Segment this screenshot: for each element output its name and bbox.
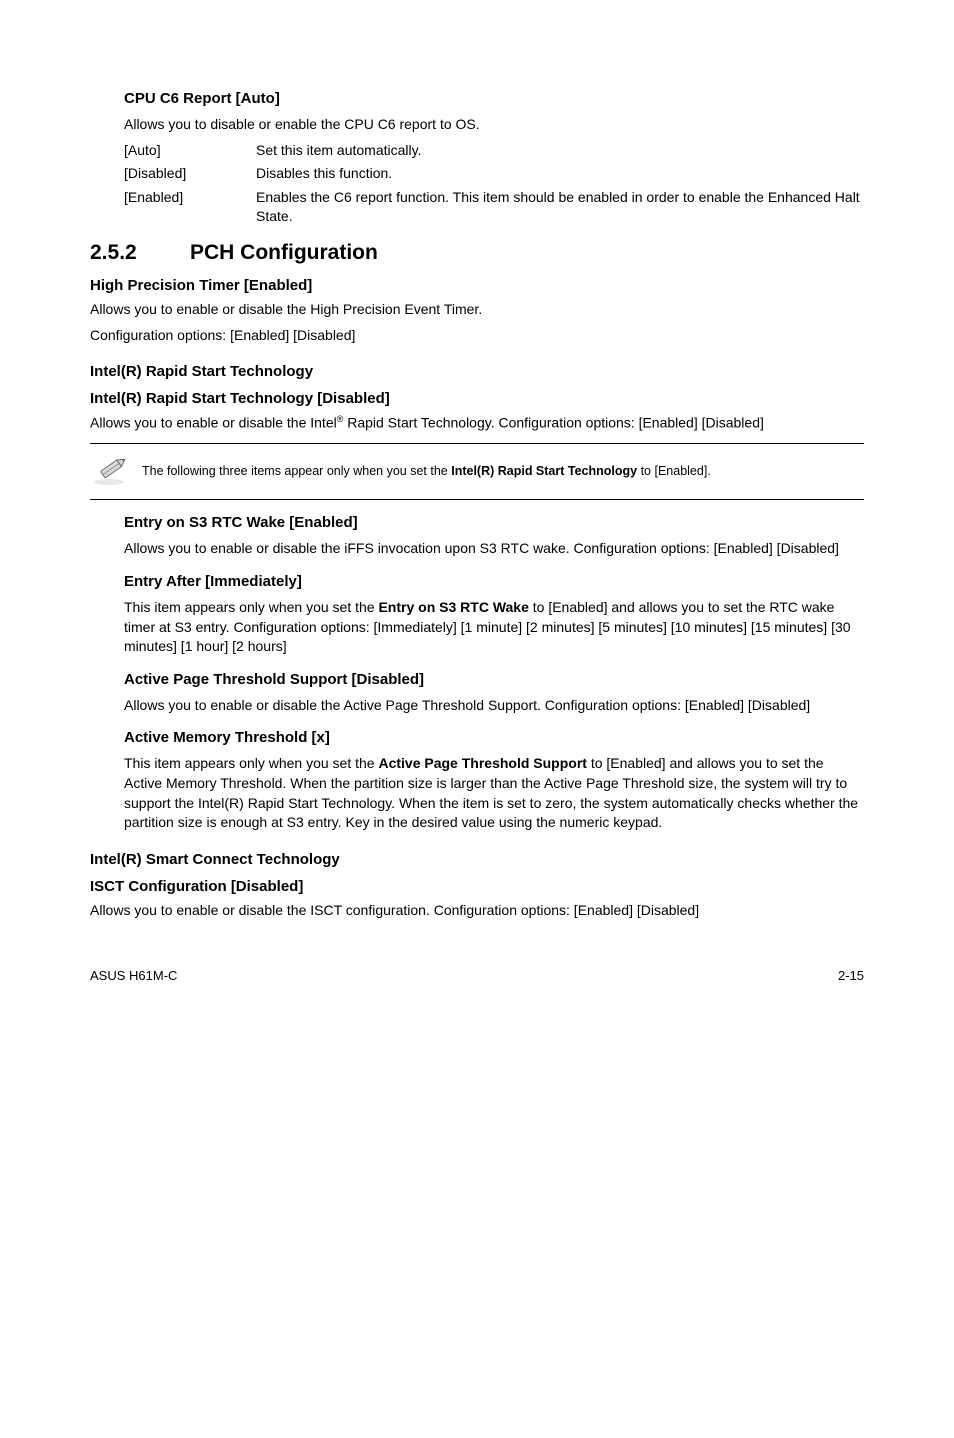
cpu-c6-heading: CPU C6 Report [Auto] <box>124 90 864 107</box>
hpt-heading: High Precision Timer [Enabled] <box>90 277 864 294</box>
amt-text: This item appears only when you set the … <box>124 754 864 832</box>
rst-text-a: Allows you to enable or disable the Inte… <box>90 415 337 431</box>
entry-after-bold: Entry on S3 RTC Wake <box>378 599 528 615</box>
note-post: to [Enabled]. <box>637 464 711 478</box>
entry-s3-heading: Entry on S3 RTC Wake [Enabled] <box>124 514 864 531</box>
pencil-icon <box>90 452 142 491</box>
rst-heading: Intel(R) Rapid Start Technology [Disable… <box>90 390 864 407</box>
entry-after-text: This item appears only when you set the … <box>124 598 864 657</box>
cpu-c6-row: [Auto] Set this item automatically. <box>124 141 864 161</box>
note-pre: The following three items appear only wh… <box>142 464 451 478</box>
entry-after-heading: Entry After [Immediately] <box>124 573 864 590</box>
rst-text: Allows you to enable or disable the Inte… <box>90 413 864 433</box>
amt-pre: This item appears only when you set the <box>124 755 378 771</box>
footer-left: ASUS H61M-C <box>90 968 177 983</box>
cpu-c6-block: CPU C6 Report [Auto] Allows you to disab… <box>124 90 864 227</box>
apt-support-text: Allows you to enable or disable the Acti… <box>124 696 864 716</box>
entry-after-pre: This item appears only when you set the <box>124 599 378 615</box>
cpu-c6-row: [Disabled] Disables this function. <box>124 164 864 184</box>
note-box: The following three items appear only wh… <box>90 443 864 500</box>
hpt-line1: Allows you to enable or disable the High… <box>90 300 864 320</box>
isct-heading: ISCT Configuration [Disabled] <box>90 878 864 895</box>
cpu-c6-term: [Disabled] <box>124 164 256 184</box>
entry-s3-text: Allows you to enable or disable the iFFS… <box>124 539 864 559</box>
apt-support-heading: Active Page Threshold Support [Disabled] <box>124 671 864 688</box>
section-number: 2.5.2 <box>90 241 190 265</box>
hpt-line2: Configuration options: [Enabled] [Disabl… <box>90 326 864 346</box>
cpu-c6-term: [Enabled] <box>124 188 256 227</box>
page-footer: ASUS H61M-C 2-15 <box>90 968 864 983</box>
section-heading: 2.5.2PCH Configuration <box>90 241 864 265</box>
cpu-c6-row: [Enabled] Enables the C6 report function… <box>124 188 864 227</box>
cpu-c6-intro: Allows you to disable or enable the CPU … <box>124 115 864 135</box>
rst-text-b: Rapid Start Technology. Configuration op… <box>343 415 764 431</box>
sct-header: Intel(R) Smart Connect Technology <box>90 851 864 868</box>
footer-right: 2-15 <box>838 968 864 983</box>
isct-text: Allows you to enable or disable the ISCT… <box>90 901 864 921</box>
cpu-c6-def: Enables the C6 report function. This ite… <box>256 188 864 227</box>
page-content: CPU C6 Report [Auto] Allows you to disab… <box>0 0 954 1023</box>
cpu-c6-term: [Auto] <box>124 141 256 161</box>
rst-header: Intel(R) Rapid Start Technology <box>90 363 864 380</box>
note-bold: Intel(R) Rapid Start Technology <box>451 464 637 478</box>
cpu-c6-def: Disables this function. <box>256 164 864 184</box>
cpu-c6-def: Set this item automatically. <box>256 141 864 161</box>
note-text: The following three items appear only wh… <box>142 463 864 480</box>
amt-heading: Active Memory Threshold [x] <box>124 729 864 746</box>
amt-bold: Active Page Threshold Support <box>378 755 586 771</box>
rst-sub-items: Entry on S3 RTC Wake [Enabled] Allows yo… <box>124 514 864 832</box>
section-title: PCH Configuration <box>190 241 378 264</box>
